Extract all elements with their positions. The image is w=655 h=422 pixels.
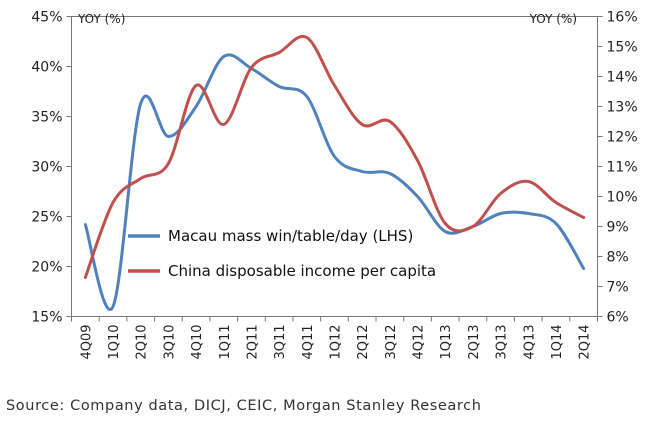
legend: Macau mass win/table/day (LHS) China dis…: [128, 227, 436, 280]
left-tick-label: 25%: [31, 210, 62, 226]
x-tick-label: 1Q12: [329, 325, 344, 360]
left-axis: 15% 20% 25% 30% 35% 40% 45%: [31, 10, 72, 326]
right-tick-label: 13%: [607, 100, 638, 116]
x-tick-label: 4Q13: [522, 325, 537, 360]
right-axis-title: YOY (%): [529, 12, 577, 26]
x-tick-label: 3Q12: [384, 325, 399, 360]
right-tick-label: 14%: [607, 70, 638, 86]
x-tick-label: 4Q09: [79, 325, 94, 360]
left-tick-label: 30%: [31, 160, 62, 176]
x-tick-label: 1Q13: [439, 325, 454, 360]
series-line-macau-mass-win: [83, 53, 586, 311]
x-tick-label: 4Q12: [412, 325, 427, 360]
right-axis: 6% 7% 8% 9% 10% 11% 12% 13% 14% 15% 16%: [597, 10, 638, 326]
x-tick-label: 2Q10: [135, 325, 150, 360]
x-tick-label: 2Q14: [578, 325, 593, 360]
left-tick-label: 20%: [31, 260, 62, 276]
source-note: Source: Company data, DICJ, CEIC, Morgan…: [6, 398, 482, 414]
x-tick-label: 4Q11: [301, 325, 316, 360]
left-axis-title: YOY (%): [77, 12, 125, 26]
left-tick-label: 15%: [31, 310, 62, 326]
chart-area: 15% 20% 25% 30% 35% 40% 45% 6% 7% 8% 9% 10% 11% 12% 1…: [31, 10, 638, 360]
right-tick-label: 11%: [607, 160, 638, 176]
right-tick-label: 8%: [607, 250, 629, 266]
legend-label-china-income: China disposable income per capita: [168, 262, 436, 280]
series-line-china-disposable-income: [83, 34, 586, 279]
x-tick-label: 4Q10: [190, 325, 205, 360]
right-tick-label: 15%: [607, 40, 638, 56]
x-tick-label: 1Q10: [107, 325, 122, 360]
left-tick-label: 45%: [31, 10, 62, 26]
x-tick-label: 2Q12: [356, 325, 371, 360]
x-tick-label: 1Q14: [550, 325, 565, 360]
line-chart: 15% 20% 25% 30% 35% 40% 45% 6% 7% 8% 9% 10% 11% 12% 1…: [31, 10, 638, 360]
right-tick-label: 10%: [607, 190, 638, 206]
right-tick-label: 7%: [607, 280, 629, 296]
left-tick-label: 40%: [31, 60, 62, 76]
x-tick-label: 3Q10: [162, 325, 177, 360]
right-tick-label: 6%: [607, 310, 629, 326]
legend-label-macau: Macau mass win/table/day (LHS): [168, 227, 413, 245]
x-tick-label: 3Q13: [495, 324, 510, 359]
right-tick-label: 12%: [607, 130, 638, 146]
x-tick-label: 1Q11: [218, 325, 233, 360]
right-tick-label: 9%: [607, 220, 629, 236]
series-group: [83, 34, 586, 311]
left-tick-label: 35%: [31, 110, 62, 126]
x-tick-label: 2Q11: [245, 325, 260, 360]
right-tick-label: 16%: [607, 10, 638, 26]
x-axis: 4Q09 1Q10 2Q10 3Q10 4Q10 1Q11 2Q11 3Q11 4Q11 1Q12…: [71, 316, 598, 360]
x-tick-label: 3Q11: [273, 325, 288, 360]
x-tick-label: 2Q13: [467, 324, 482, 359]
